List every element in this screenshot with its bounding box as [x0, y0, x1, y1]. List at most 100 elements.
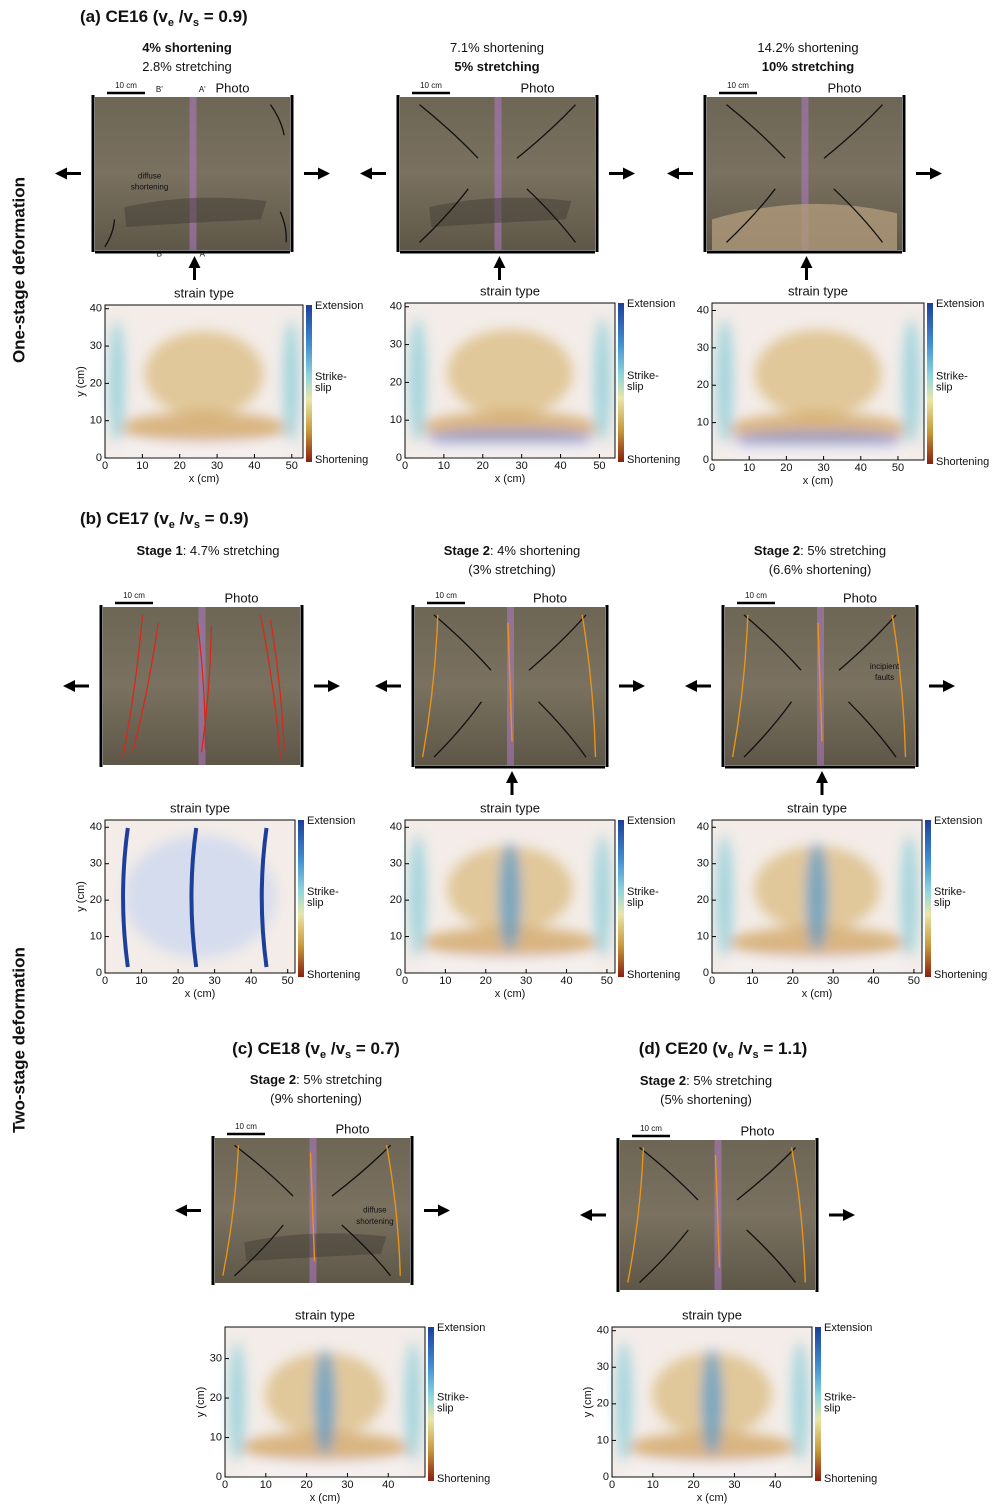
title-part: e	[168, 17, 174, 29]
colorbar-label: Shortening	[437, 1473, 490, 1485]
photo-label: Photo	[336, 1121, 370, 1136]
colorbar-label: Strike-	[824, 1391, 856, 1403]
scale-label: 10 cm	[115, 81, 137, 90]
strain-blob	[716, 835, 733, 958]
scale-label: 10 cm	[640, 1124, 662, 1133]
title-part: (a) CE16 (v	[80, 7, 168, 26]
strain-blob	[144, 331, 264, 417]
colorbar-label: Strike-	[627, 886, 659, 898]
caption: Stage 1: 4.7% stretching	[136, 543, 279, 558]
y-tick-label: 30	[697, 858, 709, 870]
map-title: strain type	[788, 283, 848, 298]
x-tick-label: 10	[647, 1479, 659, 1491]
x-tick-label: 10	[746, 975, 758, 987]
y-tick-label: 20	[210, 1392, 222, 1404]
strain-blob	[754, 329, 882, 418]
caption: 2.8% stretching	[142, 59, 232, 74]
fault	[259, 614, 281, 758]
title-part: = 0.9)	[199, 7, 248, 26]
x-tick-label: 40	[382, 1479, 394, 1491]
y-tick-label: 0	[703, 454, 709, 466]
fault	[309, 1152, 316, 1262]
colorbar-label: Shortening	[307, 969, 360, 981]
colorbar-label: slip	[627, 381, 644, 393]
x-axis-label: x (cm)	[310, 1492, 341, 1504]
caption-part: 7.1% shortening	[450, 40, 544, 55]
strain-blob	[722, 957, 912, 973]
x-tick-label: 20	[480, 975, 492, 987]
colorbar-label: Strike-	[934, 886, 966, 898]
x-axis-label: x (cm)	[803, 475, 834, 487]
x-tick-label: 0	[709, 462, 715, 474]
scale-label: 10 cm	[727, 81, 749, 90]
colorbar-label: Shortening	[934, 969, 987, 981]
uplift	[712, 203, 897, 250]
strain-band	[121, 827, 130, 968]
strain-blob	[120, 412, 288, 443]
fault	[516, 104, 576, 159]
panel-title: (c) CE18 (ve /vs = 0.7)	[232, 1039, 400, 1060]
x-tick-label: 0	[709, 975, 715, 987]
colorbar-label: slip	[934, 897, 951, 909]
colorbar	[298, 820, 304, 977]
strain-map-frame	[104, 819, 296, 974]
caption: (5% shortening)	[660, 1092, 752, 1107]
y-tick-label: 40	[697, 821, 709, 833]
colorbar-label: Extension	[627, 298, 675, 310]
y-tick-label: 40	[697, 304, 709, 316]
fault	[731, 614, 749, 758]
title-part: e	[169, 519, 175, 531]
title-part: (d) CE20 (v	[639, 1039, 728, 1058]
y-tick-label: 30	[90, 340, 102, 352]
strain-blob	[499, 842, 521, 951]
colorbar	[618, 820, 624, 977]
y-tick-label: 0	[216, 1471, 222, 1483]
x-tick-label: 30	[520, 975, 532, 987]
x-axis-label: x (cm)	[495, 473, 526, 485]
colorbar-label: Extension	[824, 1322, 872, 1334]
colorbar-label: Shortening	[315, 454, 368, 466]
x-tick-label: 10	[135, 975, 147, 987]
x-tick-label: 20	[301, 1479, 313, 1491]
caption: Stage 2: 5% stretching	[250, 1072, 382, 1087]
x-tick-label: 40	[248, 460, 260, 472]
photo-label: Photo	[225, 590, 259, 605]
strain-field	[616, 1342, 808, 1477]
x-tick-label: 20	[688, 1479, 700, 1491]
x-tick-label: 40	[245, 975, 257, 987]
strain-field	[229, 1342, 421, 1477]
strain-map-frame	[404, 819, 616, 974]
fault	[726, 104, 786, 159]
fault	[269, 619, 285, 750]
y-tick-label: 30	[210, 1352, 222, 1364]
strain-field	[409, 318, 611, 458]
caption-part: 4% shortening	[142, 40, 232, 55]
colorbar-label: Shortening	[627, 454, 680, 466]
panel-title: (b) CE17 (ve /vs = 0.9)	[80, 509, 249, 530]
x-tick-label: 50	[593, 460, 605, 472]
strain-blob	[616, 1342, 632, 1462]
y-axis-label: y (cm)	[195, 1387, 207, 1418]
title-part: /v	[734, 1039, 753, 1058]
title-part: = 0.9)	[200, 509, 249, 528]
caption-part: 2.8% stretching	[142, 59, 232, 74]
x-tick-label: 30	[516, 460, 528, 472]
fault	[639, 1146, 699, 1201]
colorbar	[306, 305, 312, 462]
fault	[419, 104, 479, 159]
strain-blob	[594, 318, 611, 443]
fault	[385, 1145, 401, 1276]
caption-part: Stage 2	[250, 1072, 296, 1087]
title-part: = 0.7)	[351, 1039, 400, 1058]
scale-label: 10 cm	[123, 591, 145, 600]
x-tick-label: 20	[787, 975, 799, 987]
x-tick-label: 50	[601, 975, 613, 987]
x-axis-label: x (cm)	[802, 988, 833, 1000]
strain-map-frame	[404, 302, 616, 459]
title-part: (b) CE17 (v	[80, 509, 169, 528]
x-tick-label: 40	[855, 462, 867, 474]
photo-annotation: faults	[875, 673, 894, 682]
fault	[891, 614, 907, 758]
map-title: strain type	[787, 800, 847, 815]
